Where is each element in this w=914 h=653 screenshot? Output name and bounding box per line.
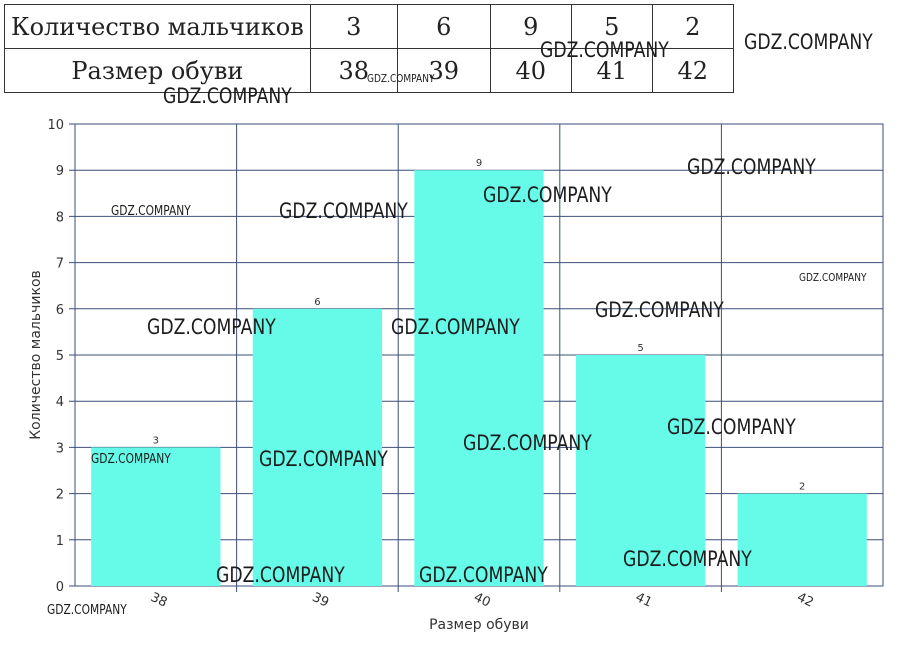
watermark: GDZ.COMPANY (744, 30, 873, 54)
watermark: GDZ.COMPANY (623, 547, 752, 571)
x-tick-label: 42 (795, 590, 816, 611)
count-cell: 3 (309, 4, 398, 49)
watermark: GDZ.COMPANY (111, 204, 191, 219)
size-cell: 40 (489, 48, 572, 93)
y-tick-label: 5 (56, 349, 64, 364)
bar (414, 170, 544, 586)
watermark: GDZ.COMPANY (147, 315, 276, 339)
data-label: 2 (799, 482, 805, 493)
y-tick-label: 6 (56, 303, 64, 318)
bar (252, 308, 383, 586)
y-tick-label: 10 (47, 118, 64, 133)
data-label: 3 (153, 435, 159, 446)
watermark: GDZ.COMPANY (216, 563, 345, 587)
y-tick-label: 4 (56, 395, 64, 410)
size-cell: 42 (651, 48, 734, 93)
y-tick-label: 3 (56, 441, 64, 456)
y-tick-label: 8 (56, 210, 64, 225)
x-axis-label: Размер обуви (429, 617, 529, 633)
y-tick-label: 1 (56, 534, 64, 549)
y-tick-label: 2 (56, 488, 64, 503)
row-label-count: Количество мальчиков (4, 4, 311, 49)
y-tick-label: 7 (56, 257, 64, 272)
table-row-size: Размер обуви 38 39 40 41 42 (4, 48, 734, 93)
watermark: GDZ.COMPANY (367, 72, 435, 85)
watermark: GDZ.COMPANY (687, 155, 816, 179)
bar (737, 493, 867, 586)
table-row-count: Количество мальчиков 3 6 9 5 2 (4, 4, 734, 49)
watermark: GDZ.COMPANY (91, 452, 171, 467)
x-tick-label: 41 (633, 590, 654, 611)
y-tick-label: 9 (56, 164, 64, 179)
watermark: GDZ.COMPANY (595, 298, 724, 322)
watermark: GDZ.COMPANY (163, 84, 292, 108)
watermark: GDZ.COMPANY (667, 415, 796, 439)
watermark: GDZ.COMPANY (419, 563, 548, 587)
data-label: 6 (314, 297, 320, 308)
y-tick-label: 0 (56, 580, 64, 595)
watermark: GDZ.COMPANY (799, 271, 867, 284)
bar (91, 447, 221, 586)
watermark: GDZ.COMPANY (279, 199, 408, 223)
size-cell: 39 (396, 48, 491, 93)
x-tick-label: 38 (148, 590, 169, 611)
watermark: GDZ.COMPANY (483, 183, 612, 207)
x-tick-label: 39 (310, 590, 331, 611)
watermark: GDZ.COMPANY (47, 603, 127, 618)
watermark: GDZ.COMPANY (259, 447, 388, 471)
bar (575, 355, 706, 586)
y-axis-label: Количество мальчиков (28, 270, 44, 440)
size-cell: 38 (309, 48, 398, 93)
data-label: 5 (637, 343, 643, 354)
watermark: GDZ.COMPANY (463, 431, 592, 455)
frequency-table: Количество мальчиков 3 6 9 5 2 Размер об… (4, 4, 734, 93)
watermark: GDZ.COMPANY (540, 38, 669, 62)
data-label: 9 (476, 158, 482, 169)
x-tick-label: 40 (471, 590, 492, 611)
size-cell: 41 (570, 48, 653, 93)
watermark: GDZ.COMPANY (391, 315, 520, 339)
